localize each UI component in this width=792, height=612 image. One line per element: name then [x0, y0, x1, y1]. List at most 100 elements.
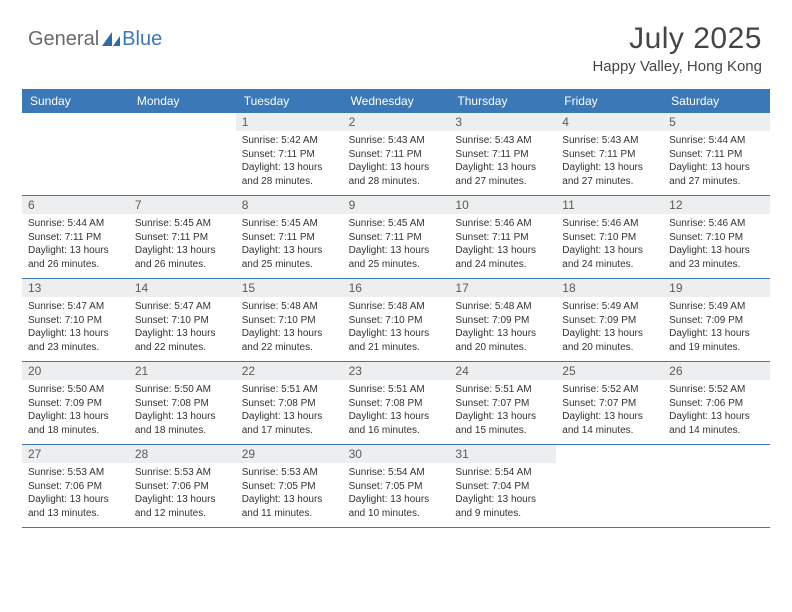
day-number: 12 [663, 196, 770, 214]
day-details: Sunrise: 5:52 AMSunset: 7:07 PMDaylight:… [556, 380, 663, 441]
day-cell: 27Sunrise: 5:53 AMSunset: 7:06 PMDayligh… [22, 445, 129, 527]
empty-cell [22, 113, 129, 195]
day-cell: 23Sunrise: 5:51 AMSunset: 7:08 PMDayligh… [343, 362, 450, 444]
day-cell: 21Sunrise: 5:50 AMSunset: 7:08 PMDayligh… [129, 362, 236, 444]
day-details: Sunrise: 5:51 AMSunset: 7:08 PMDaylight:… [236, 380, 343, 441]
day-cell: 31Sunrise: 5:54 AMSunset: 7:04 PMDayligh… [449, 445, 556, 527]
weekday-header-row: Sunday Monday Tuesday Wednesday Thursday… [22, 89, 770, 113]
day-details: Sunrise: 5:46 AMSunset: 7:10 PMDaylight:… [663, 214, 770, 275]
day-cell: 28Sunrise: 5:53 AMSunset: 7:06 PMDayligh… [129, 445, 236, 527]
week-row: 27Sunrise: 5:53 AMSunset: 7:06 PMDayligh… [22, 445, 770, 528]
day-number: 31 [449, 445, 556, 463]
day-cell: 2Sunrise: 5:43 AMSunset: 7:11 PMDaylight… [343, 113, 450, 195]
day-details: Sunrise: 5:45 AMSunset: 7:11 PMDaylight:… [236, 214, 343, 275]
day-details: Sunrise: 5:42 AMSunset: 7:11 PMDaylight:… [236, 131, 343, 192]
title-block: July 2025 Happy Valley, Hong Kong [592, 22, 762, 75]
day-details: Sunrise: 5:45 AMSunset: 7:11 PMDaylight:… [129, 214, 236, 275]
day-cell: 15Sunrise: 5:48 AMSunset: 7:10 PMDayligh… [236, 279, 343, 361]
weekday-header: Thursday [449, 89, 556, 113]
day-cell: 18Sunrise: 5:49 AMSunset: 7:09 PMDayligh… [556, 279, 663, 361]
day-number: 1 [236, 113, 343, 131]
day-number: 6 [22, 196, 129, 214]
day-details: Sunrise: 5:51 AMSunset: 7:08 PMDaylight:… [343, 380, 450, 441]
day-cell: 6Sunrise: 5:44 AMSunset: 7:11 PMDaylight… [22, 196, 129, 278]
day-cell: 8Sunrise: 5:45 AMSunset: 7:11 PMDaylight… [236, 196, 343, 278]
page-header: General Blue July 2025 Happy Valley, Hon… [0, 0, 792, 83]
week-row: 1Sunrise: 5:42 AMSunset: 7:11 PMDaylight… [22, 113, 770, 196]
day-number: 11 [556, 196, 663, 214]
day-cell: 9Sunrise: 5:45 AMSunset: 7:11 PMDaylight… [343, 196, 450, 278]
week-row: 6Sunrise: 5:44 AMSunset: 7:11 PMDaylight… [22, 196, 770, 279]
day-cell: 26Sunrise: 5:52 AMSunset: 7:06 PMDayligh… [663, 362, 770, 444]
day-number: 15 [236, 279, 343, 297]
logo: General Blue [28, 28, 162, 51]
day-number: 9 [343, 196, 450, 214]
day-cell: 4Sunrise: 5:43 AMSunset: 7:11 PMDaylight… [556, 113, 663, 195]
week-row: 13Sunrise: 5:47 AMSunset: 7:10 PMDayligh… [22, 279, 770, 362]
day-number: 17 [449, 279, 556, 297]
day-details: Sunrise: 5:54 AMSunset: 7:04 PMDaylight:… [449, 463, 556, 524]
day-cell: 12Sunrise: 5:46 AMSunset: 7:10 PMDayligh… [663, 196, 770, 278]
day-details: Sunrise: 5:50 AMSunset: 7:09 PMDaylight:… [22, 380, 129, 441]
day-number: 14 [129, 279, 236, 297]
logo-text-blue: Blue [122, 28, 162, 51]
day-details: Sunrise: 5:44 AMSunset: 7:11 PMDaylight:… [22, 214, 129, 275]
weekday-header: Tuesday [236, 89, 343, 113]
day-details: Sunrise: 5:49 AMSunset: 7:09 PMDaylight:… [663, 297, 770, 358]
day-details: Sunrise: 5:43 AMSunset: 7:11 PMDaylight:… [449, 131, 556, 192]
day-cell: 1Sunrise: 5:42 AMSunset: 7:11 PMDaylight… [236, 113, 343, 195]
weekday-header: Sunday [22, 89, 129, 113]
empty-cell [663, 445, 770, 527]
day-details: Sunrise: 5:48 AMSunset: 7:10 PMDaylight:… [236, 297, 343, 358]
day-number: 19 [663, 279, 770, 297]
day-details: Sunrise: 5:49 AMSunset: 7:09 PMDaylight:… [556, 297, 663, 358]
weekday-header: Wednesday [343, 89, 450, 113]
day-cell: 13Sunrise: 5:47 AMSunset: 7:10 PMDayligh… [22, 279, 129, 361]
day-details: Sunrise: 5:53 AMSunset: 7:05 PMDaylight:… [236, 463, 343, 524]
day-details: Sunrise: 5:52 AMSunset: 7:06 PMDaylight:… [663, 380, 770, 441]
weekday-header: Saturday [663, 89, 770, 113]
day-number: 13 [22, 279, 129, 297]
day-number: 7 [129, 196, 236, 214]
weekday-header: Monday [129, 89, 236, 113]
day-cell: 30Sunrise: 5:54 AMSunset: 7:05 PMDayligh… [343, 445, 450, 527]
day-number: 30 [343, 445, 450, 463]
day-number: 8 [236, 196, 343, 214]
day-details: Sunrise: 5:43 AMSunset: 7:11 PMDaylight:… [343, 131, 450, 192]
day-cell: 16Sunrise: 5:48 AMSunset: 7:10 PMDayligh… [343, 279, 450, 361]
day-cell: 3Sunrise: 5:43 AMSunset: 7:11 PMDaylight… [449, 113, 556, 195]
day-number: 21 [129, 362, 236, 380]
location-subtitle: Happy Valley, Hong Kong [592, 58, 762, 75]
day-number: 28 [129, 445, 236, 463]
day-number: 2 [343, 113, 450, 131]
day-details: Sunrise: 5:51 AMSunset: 7:07 PMDaylight:… [449, 380, 556, 441]
day-details: Sunrise: 5:48 AMSunset: 7:10 PMDaylight:… [343, 297, 450, 358]
weeks-container: 1Sunrise: 5:42 AMSunset: 7:11 PMDaylight… [22, 113, 770, 528]
month-title: July 2025 [592, 22, 762, 56]
day-details: Sunrise: 5:53 AMSunset: 7:06 PMDaylight:… [129, 463, 236, 524]
calendar-table: Sunday Monday Tuesday Wednesday Thursday… [22, 89, 770, 528]
day-number: 5 [663, 113, 770, 131]
day-number: 25 [556, 362, 663, 380]
logo-sail-icon [102, 32, 120, 46]
day-cell: 17Sunrise: 5:48 AMSunset: 7:09 PMDayligh… [449, 279, 556, 361]
day-details: Sunrise: 5:43 AMSunset: 7:11 PMDaylight:… [556, 131, 663, 192]
day-cell: 19Sunrise: 5:49 AMSunset: 7:09 PMDayligh… [663, 279, 770, 361]
day-details: Sunrise: 5:47 AMSunset: 7:10 PMDaylight:… [22, 297, 129, 358]
day-number: 16 [343, 279, 450, 297]
weekday-header: Friday [556, 89, 663, 113]
empty-cell [129, 113, 236, 195]
day-number: 23 [343, 362, 450, 380]
day-number: 10 [449, 196, 556, 214]
day-cell: 22Sunrise: 5:51 AMSunset: 7:08 PMDayligh… [236, 362, 343, 444]
day-cell: 5Sunrise: 5:44 AMSunset: 7:11 PMDaylight… [663, 113, 770, 195]
day-details: Sunrise: 5:44 AMSunset: 7:11 PMDaylight:… [663, 131, 770, 192]
day-details: Sunrise: 5:53 AMSunset: 7:06 PMDaylight:… [22, 463, 129, 524]
day-cell: 7Sunrise: 5:45 AMSunset: 7:11 PMDaylight… [129, 196, 236, 278]
day-details: Sunrise: 5:46 AMSunset: 7:11 PMDaylight:… [449, 214, 556, 275]
day-details: Sunrise: 5:54 AMSunset: 7:05 PMDaylight:… [343, 463, 450, 524]
day-cell: 20Sunrise: 5:50 AMSunset: 7:09 PMDayligh… [22, 362, 129, 444]
day-cell: 25Sunrise: 5:52 AMSunset: 7:07 PMDayligh… [556, 362, 663, 444]
day-cell: 29Sunrise: 5:53 AMSunset: 7:05 PMDayligh… [236, 445, 343, 527]
day-cell: 14Sunrise: 5:47 AMSunset: 7:10 PMDayligh… [129, 279, 236, 361]
